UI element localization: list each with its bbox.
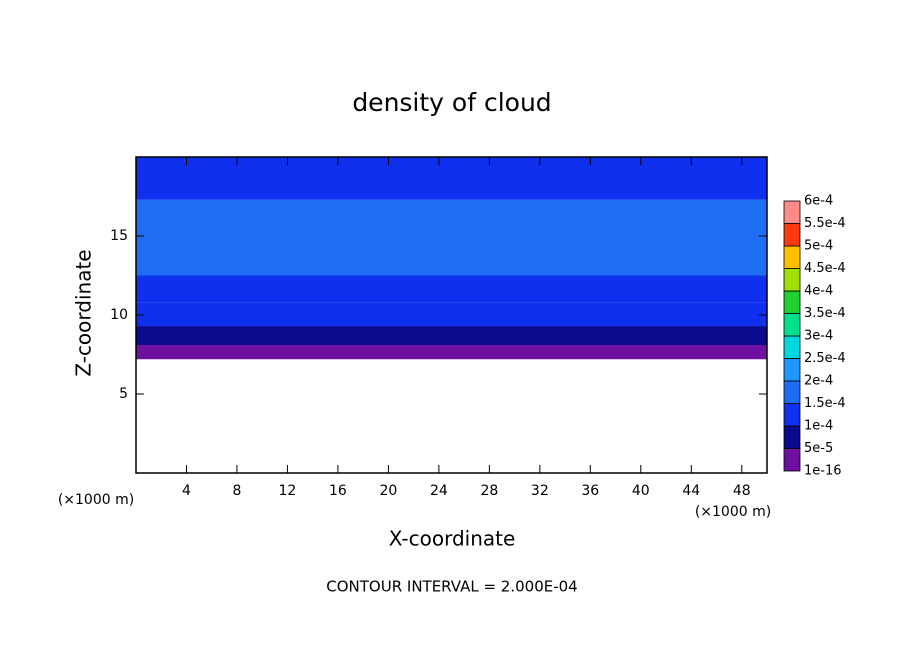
y-tick-label: 10 <box>110 307 128 323</box>
contour-band <box>136 157 767 200</box>
x-tick-label: 28 <box>480 483 498 499</box>
colorbar-label: 5e-5 <box>804 441 833 456</box>
contour-band <box>136 302 767 327</box>
colorbar-box <box>783 425 801 449</box>
x-tick-label: 4 <box>182 483 191 499</box>
x-unit: (×1000 m) <box>695 504 771 520</box>
colorbar-box <box>783 268 801 292</box>
x-tick-label: 12 <box>279 483 297 499</box>
y-axis-label: Z-coordinate <box>72 249 96 376</box>
contour-band <box>136 345 767 360</box>
x-tick-label: 24 <box>430 483 448 499</box>
colorbar-label: 5.5e-4 <box>804 216 846 231</box>
colorbar-box <box>783 313 801 337</box>
x-tick-label: 36 <box>581 483 599 499</box>
colorbar-label: 3e-4 <box>804 329 833 344</box>
colorbar-label: 2.5e-4 <box>804 351 846 366</box>
y-unit: (×1000 m) <box>58 492 134 508</box>
chart-title: density of cloud <box>352 88 551 117</box>
annotation: CONTOUR INTERVAL = 2.000E-04 <box>326 578 577 596</box>
colorbar-box <box>783 200 801 224</box>
x-tick-label: 32 <box>531 483 549 499</box>
x-axis-label: X-coordinate <box>389 527 516 551</box>
x-tick-label: 16 <box>329 483 347 499</box>
contour-band <box>136 199 767 276</box>
colorbar-label: 3.5e-4 <box>804 306 846 321</box>
colorbar-box <box>783 380 801 404</box>
colorbar-box <box>783 335 801 359</box>
colorbar-label: 2e-4 <box>804 374 833 389</box>
y-tick-label: 5 <box>119 386 128 402</box>
x-tick-label: 8 <box>232 483 241 499</box>
x-tick-label: 20 <box>379 483 397 499</box>
colorbar-box <box>783 290 801 314</box>
colorbar-label: 4e-4 <box>804 284 833 299</box>
colorbar-label: 1.5e-4 <box>804 396 846 411</box>
contour-band <box>136 275 767 303</box>
colorbar-label: 6e-4 <box>804 194 833 209</box>
colorbar-label: 5e-4 <box>804 239 833 254</box>
x-tick-label: 40 <box>632 483 650 499</box>
colorbar-box <box>783 403 801 427</box>
colorbar-label: 4.5e-4 <box>804 261 846 276</box>
colorbar-box <box>783 358 801 382</box>
colorbar-box <box>783 448 801 472</box>
x-tick-label: 44 <box>682 483 700 499</box>
y-tick-label: 15 <box>110 228 128 244</box>
x-tick-label: 48 <box>733 483 751 499</box>
colorbar-box <box>783 223 801 247</box>
contour-band <box>136 326 767 346</box>
colorbar-label: 1e-4 <box>804 419 833 434</box>
colorbar-box <box>783 245 801 269</box>
colorbar-label: 1e-16 <box>804 464 842 479</box>
